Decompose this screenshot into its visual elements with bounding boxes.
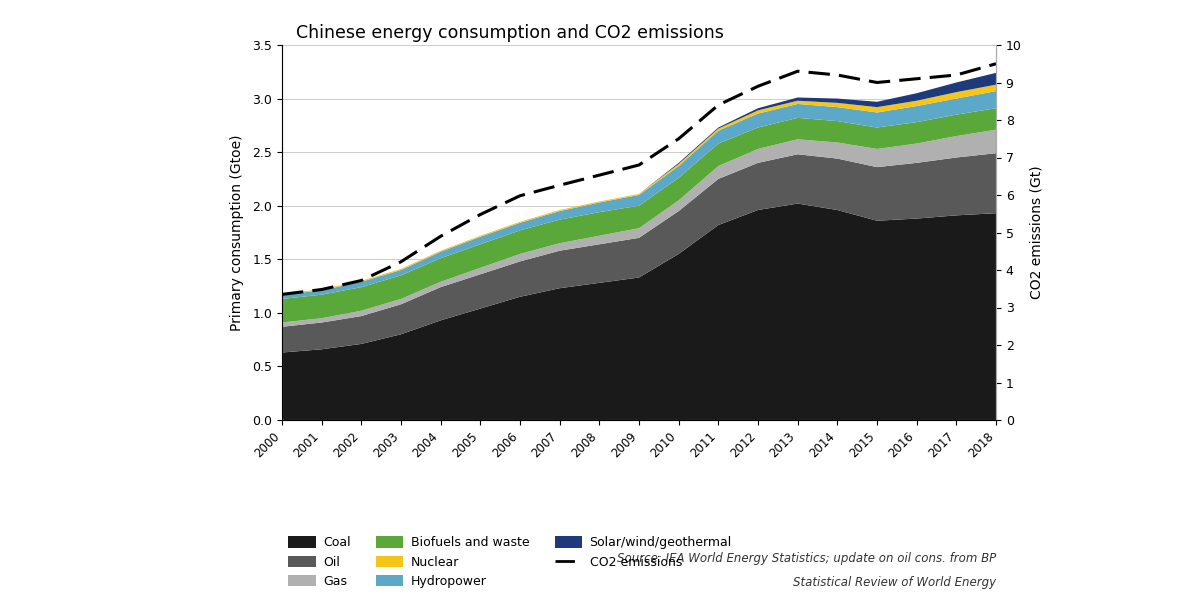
Text: Statistical Review of World Energy: Statistical Review of World Energy xyxy=(793,576,996,589)
Text: Source: IEA World Energy Statistics; update on oil cons. from BP: Source: IEA World Energy Statistics; upd… xyxy=(617,552,996,565)
Y-axis label: Primary consumption (Gtoe): Primary consumption (Gtoe) xyxy=(230,134,244,331)
Y-axis label: CO2 emissions (Gt): CO2 emissions (Gt) xyxy=(1030,166,1044,299)
Text: Chinese energy consumption and CO2 emissions: Chinese energy consumption and CO2 emiss… xyxy=(296,24,724,42)
Legend: Coal, Oil, Gas, Biofuels and waste, Nuclear, Hydropower, Solar/wind/geothermal, : Coal, Oil, Gas, Biofuels and waste, Nucl… xyxy=(288,536,732,588)
